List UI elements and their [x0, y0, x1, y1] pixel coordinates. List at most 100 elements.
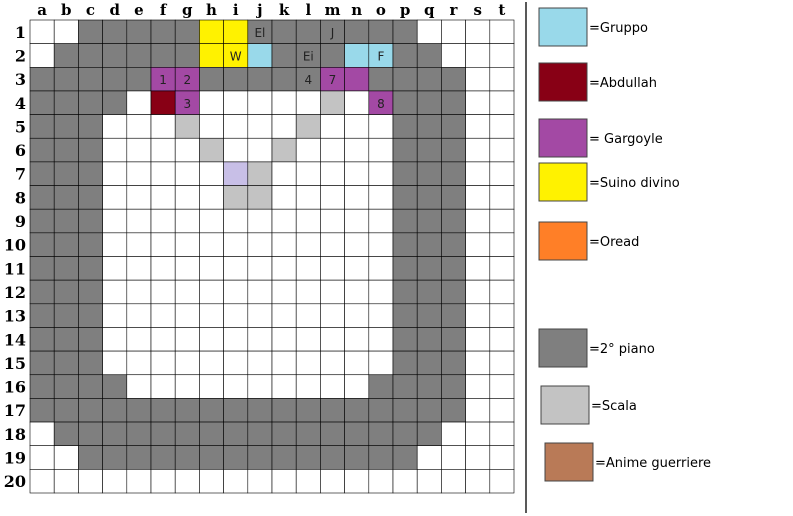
second-floor-cell-l17 [295, 398, 321, 423]
floor-cell-k11 [271, 256, 297, 281]
floor-cell-m15 [320, 350, 345, 376]
floor-cell-d7 [102, 161, 128, 186]
legend-anime-guerriere-label: =Anime guerriere [595, 456, 711, 471]
floor-cell-m20 [320, 469, 345, 494]
floor-cell-k4 [271, 90, 297, 115]
floor-cell-h15 [199, 350, 224, 376]
second-floor-cell-j17 [247, 398, 273, 423]
second-floor-cell-g2 [174, 43, 200, 68]
row-label-1: 1 [15, 23, 26, 42]
second-floor-cell-c15 [78, 350, 103, 376]
second-floor-cell-r16 [441, 374, 466, 399]
second-floor-cell-c18 [78, 421, 103, 446]
column-label-d: d [109, 1, 120, 19]
second-floor-cell-k19 [271, 445, 297, 470]
floor-cell-e7 [126, 161, 152, 186]
floor-cell-m16 [320, 374, 345, 399]
second-floor-cell-c12 [78, 279, 103, 305]
floor-cell-s1 [465, 19, 491, 44]
row-label-15: 15 [4, 354, 26, 373]
second-floor-cell-r4 [441, 90, 466, 115]
floor-cell-s13 [465, 303, 491, 328]
floor-cell-j5 [247, 114, 273, 139]
second-floor-cell-h17 [199, 398, 224, 423]
second-floor-cell-b17 [53, 398, 79, 423]
floor-cell-e5 [126, 114, 152, 139]
stairs-cell-j8 [247, 185, 273, 210]
row-label-16: 16 [4, 378, 26, 397]
second-floor-cell-q4 [416, 90, 442, 115]
second-floor-cell-l19 [295, 445, 321, 470]
floor-cell-t8 [489, 185, 515, 210]
second-floor-cell-q13 [416, 303, 442, 328]
floor-cell-n6 [344, 137, 370, 163]
second-floor-cell-q8 [416, 185, 442, 210]
second-floor-cell-a13 [29, 303, 55, 328]
floor-cell-s4 [465, 90, 491, 115]
second-floor-cell-p15 [392, 350, 418, 376]
second-floor-cell-c17 [78, 398, 103, 423]
second-floor-cell-a17 [29, 398, 55, 423]
column-label-j: j [255, 1, 262, 19]
second-floor-cell-d17 [102, 398, 128, 423]
floor-cell-l15 [295, 350, 321, 376]
floor-cell-e9 [126, 208, 152, 234]
second-floor-cell-a11 [29, 256, 55, 281]
floor-cell-m10 [320, 232, 345, 257]
second-floor-cell-d2 [102, 43, 128, 68]
legend-suino-divino-label: =Suino divino [589, 176, 680, 191]
row-label-19: 19 [4, 449, 26, 468]
second-floor-cell-e17 [126, 398, 152, 423]
floor-cell-m6 [320, 137, 345, 163]
second-floor-cell-f1 [150, 19, 176, 44]
floor-cell-e15 [126, 350, 152, 376]
floor-cell-a2 [29, 43, 55, 68]
floor-cell-k10 [271, 232, 297, 257]
floor-cell-h20 [199, 469, 224, 494]
floor-cell-h10 [199, 232, 224, 257]
floor-cell-t7 [489, 161, 515, 186]
floor-cell-e11 [126, 256, 152, 281]
second-floor-cell-h18 [199, 421, 224, 446]
floor-cell-n12 [344, 279, 370, 305]
second-floor-cell-d1 [102, 19, 128, 44]
second-floor-cell-p14 [392, 327, 418, 352]
floor-cell-s12 [465, 279, 491, 305]
floor-cell-l14 [295, 327, 321, 352]
floor-cell-b1 [53, 19, 79, 44]
floor-cell-i10 [223, 232, 249, 257]
second-floor-cell-q5 [416, 114, 442, 139]
second-floor-cell-b12 [53, 279, 79, 305]
floor-cell-s7 [465, 161, 491, 186]
token-J: J [330, 26, 335, 40]
divine-pig-cell-h2 [199, 43, 224, 68]
second-floor-cell-o18 [368, 421, 394, 446]
second-floor-cell-c8 [78, 185, 103, 210]
row-label-4: 4 [15, 94, 26, 113]
marked-cell-i7 [223, 161, 249, 186]
floor-cell-o5 [368, 114, 394, 139]
legend-anime-guerriere: =Anime guerriere [544, 442, 711, 482]
second-floor-cell-c14 [78, 327, 103, 352]
legend-scala-swatch [540, 385, 590, 425]
floor-cell-m12 [320, 279, 345, 305]
floor-cell-q19 [416, 445, 442, 470]
floor-cell-a1 [29, 19, 55, 44]
legend-scala: =Scala [540, 385, 637, 425]
floor-cell-i13 [223, 303, 249, 328]
row-label-5: 5 [15, 117, 26, 136]
second-floor-cell-b8 [53, 185, 79, 210]
second-floor-cell-b14 [53, 327, 79, 352]
second-floor-cell-k18 [271, 421, 297, 446]
floor-cell-n11 [344, 256, 370, 281]
legend-abdullah-label: =Abdullah [589, 76, 657, 91]
floor-cell-e6 [126, 137, 152, 163]
floor-cell-h12 [199, 279, 224, 305]
second-floor-cell-n18 [344, 421, 370, 446]
second-floor-cell-p10 [392, 232, 418, 257]
floor-cell-s2 [465, 43, 491, 68]
floor-cell-i14 [223, 327, 249, 352]
second-floor-cell-q7 [416, 161, 442, 186]
floor-cell-t3 [489, 67, 515, 92]
second-floor-cell-p9 [392, 208, 418, 234]
